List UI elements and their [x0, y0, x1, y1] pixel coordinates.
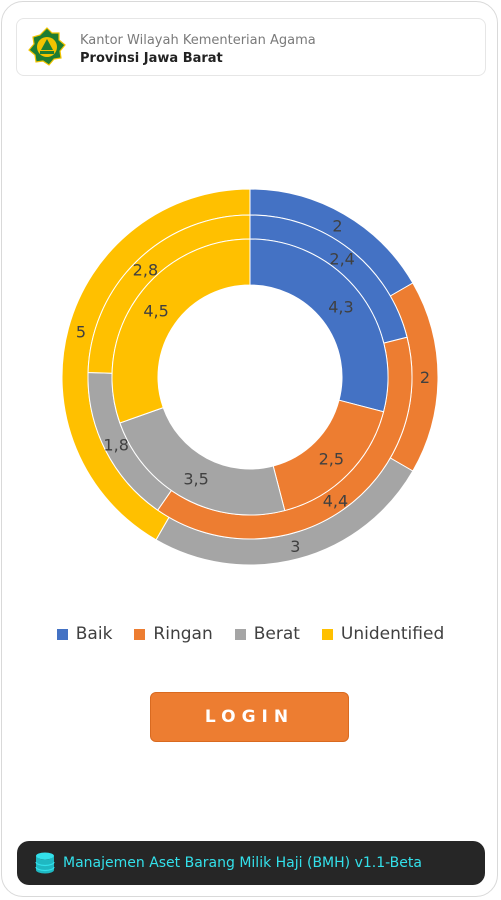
- data-label: 2,4: [329, 250, 354, 269]
- data-label: 2: [420, 368, 430, 387]
- legend-swatch: [134, 628, 146, 640]
- data-label: 3,5: [183, 470, 208, 489]
- legend-label: Unidentified: [340, 624, 445, 644]
- doughnut-segment-unidentified-ring3: [111, 238, 251, 424]
- legend-swatch: [321, 628, 333, 640]
- legend-item-berat: Berat: [234, 624, 300, 644]
- condition-doughnut-chart: 2 2 3 5 2,4 4,4 1,8 2,8 4,3 2,5 3,5 4,5: [61, 188, 439, 566]
- legend-item-unidentified: Unidentified: [321, 624, 445, 644]
- kemenag-emblem-icon: [28, 27, 66, 66]
- data-label: 1,8: [103, 436, 128, 455]
- data-label: 2: [332, 216, 342, 235]
- legend-label: Ringan: [153, 624, 213, 644]
- legend-item-ringan: Ringan: [134, 624, 213, 644]
- data-label: 4,3: [328, 298, 353, 317]
- footer-app-title: Manajemen Aset Barang Milik Haji (BMH) v…: [63, 855, 422, 871]
- database-icon: [35, 852, 55, 874]
- data-label: 2,8: [133, 260, 158, 279]
- legend-label: Berat: [253, 624, 300, 644]
- legend-swatch: [56, 628, 68, 640]
- data-label: 4,4: [323, 491, 348, 510]
- login-button[interactable]: LOGIN: [150, 692, 349, 742]
- footer-bar: Manajemen Aset Barang Milik Haji (BMH) v…: [17, 841, 485, 885]
- data-label: 3: [290, 537, 300, 556]
- legend-item-baik: Baik: [56, 624, 113, 644]
- data-label: 2,5: [319, 449, 344, 468]
- legend-label: Baik: [75, 624, 113, 644]
- legend-swatch: [234, 628, 246, 640]
- header-card: Kantor Wilayah Kementerian Agama Provins…: [16, 18, 486, 76]
- data-label: 5: [76, 323, 86, 342]
- chart-legend: Baik Ringan Berat Unidentified: [0, 624, 501, 644]
- province-name: Provinsi Jawa Barat: [80, 51, 223, 66]
- office-name: Kantor Wilayah Kementerian Agama: [80, 33, 316, 48]
- data-label: 4,5: [143, 302, 168, 321]
